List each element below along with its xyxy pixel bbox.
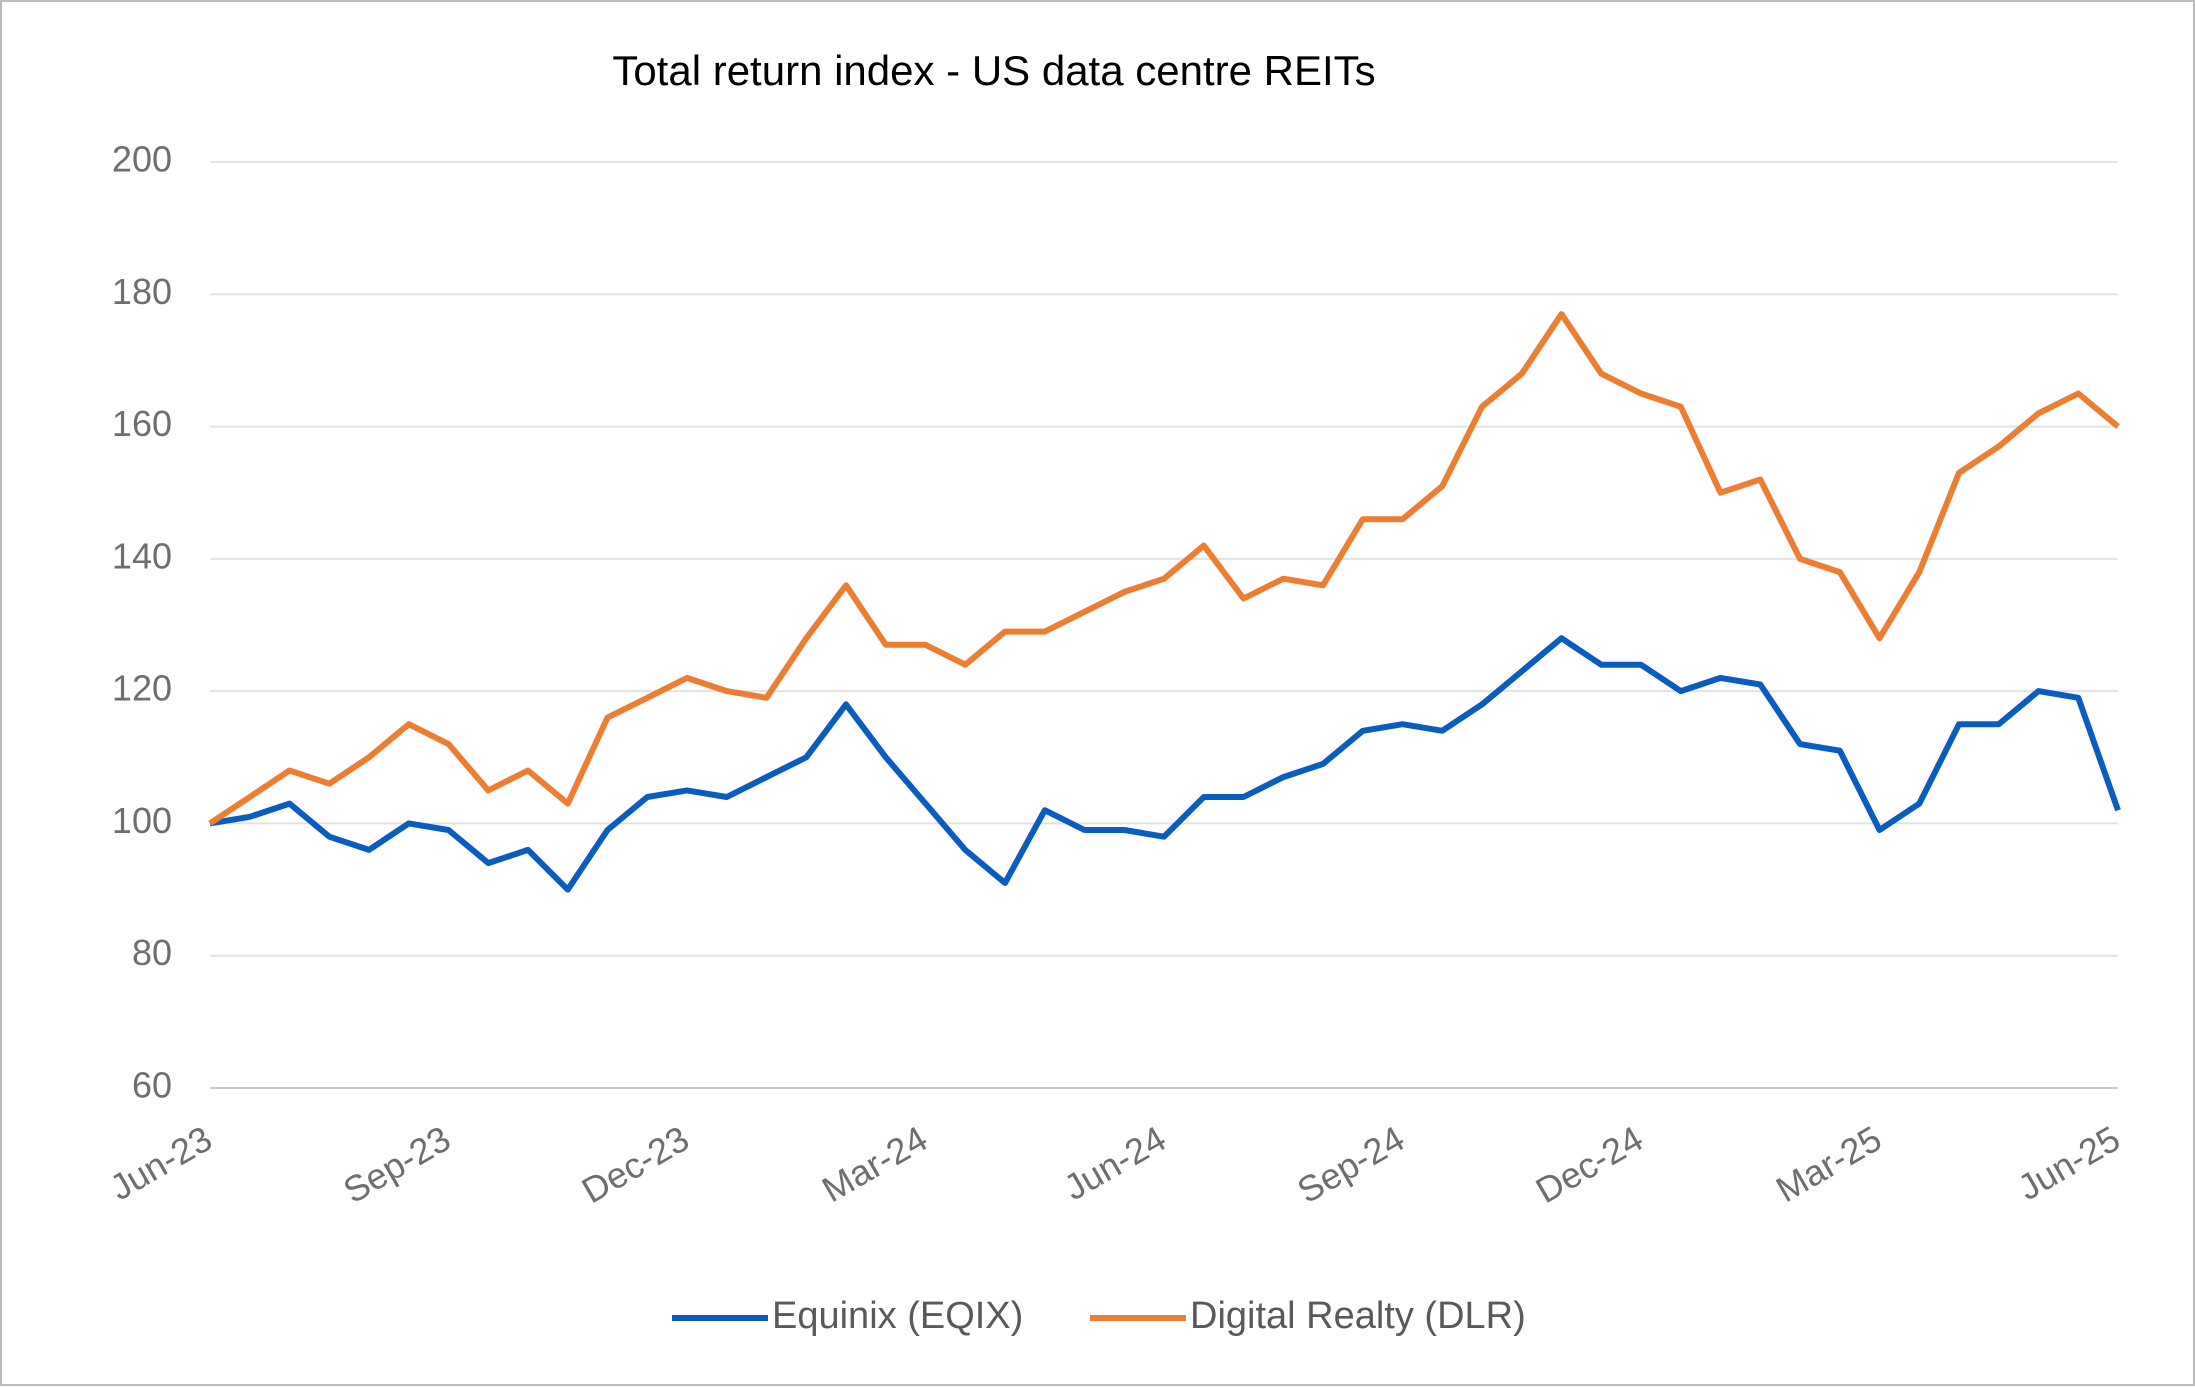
y-tick-label: 60	[132, 1065, 172, 1106]
line-series	[208, 311, 2120, 826]
y-tick-label: 160	[112, 403, 172, 444]
chart-title: Total return index - US data centre REIT…	[612, 47, 1375, 94]
y-tick-label: 180	[112, 271, 172, 312]
line-series	[209, 635, 2121, 893]
legend-label: Equinix (EQIX)	[772, 1295, 1023, 1337]
y-tick-label: 100	[112, 800, 172, 841]
legend-label: Digital Realty (DLR)	[1190, 1295, 1526, 1337]
y-tick-label: 200	[112, 139, 172, 180]
y-tick-label: 140	[112, 535, 172, 576]
y-tick-label: 80	[132, 932, 172, 973]
y-tick-label: 120	[112, 668, 172, 709]
